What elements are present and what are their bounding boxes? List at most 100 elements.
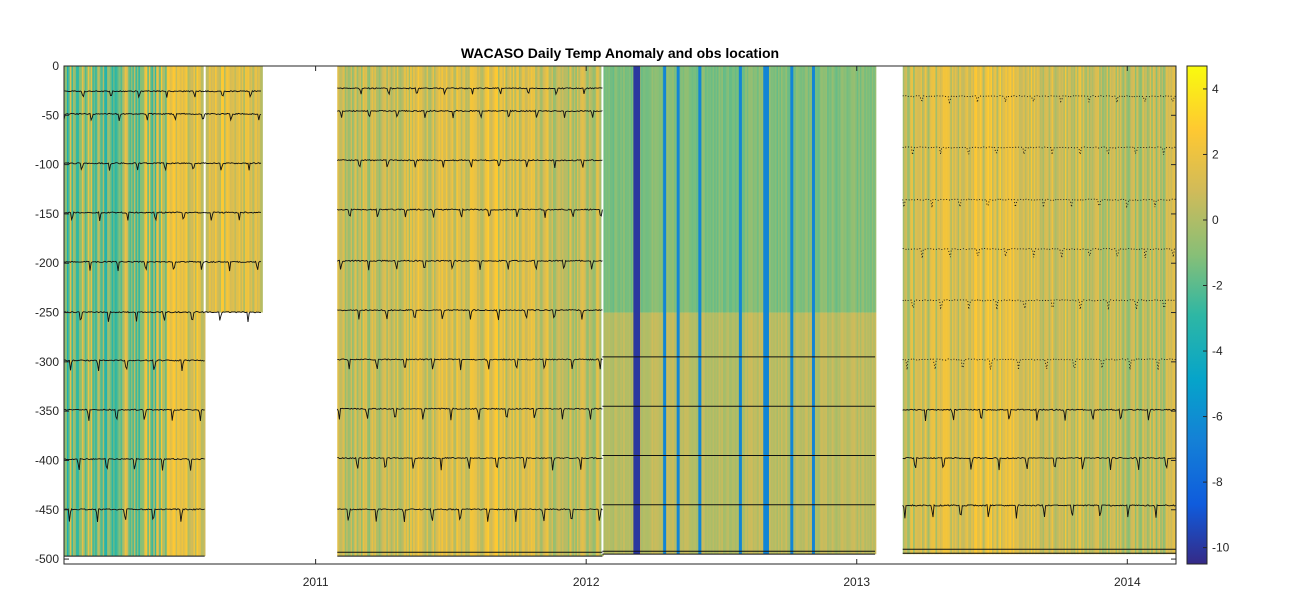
heatmap-column bbox=[527, 66, 530, 557]
heatmap-column bbox=[769, 66, 772, 555]
heatmap-column bbox=[542, 66, 545, 557]
heatmap-column bbox=[132, 66, 135, 557]
heatmap-column bbox=[810, 66, 813, 555]
heatmap-column bbox=[1128, 66, 1132, 555]
heatmap-column bbox=[827, 66, 830, 555]
heatmap-column bbox=[696, 66, 699, 555]
heatmap-column bbox=[1033, 66, 1036, 555]
heatmap-column bbox=[780, 66, 784, 555]
heatmap-column bbox=[240, 66, 243, 313]
heatmap-column bbox=[1006, 66, 1009, 555]
heatmap-column bbox=[1096, 66, 1099, 555]
heatmap-column bbox=[1081, 66, 1084, 555]
heatmap-column bbox=[1045, 66, 1048, 555]
heatmap-column bbox=[730, 66, 733, 555]
heatmap-column bbox=[204, 66, 207, 313]
heatmap-column bbox=[1038, 66, 1041, 555]
heatmap-column bbox=[651, 66, 654, 555]
heatmap-column bbox=[1011, 66, 1014, 555]
heatmap-column bbox=[560, 66, 563, 557]
heatmap-column bbox=[417, 66, 420, 557]
obs-trace bbox=[64, 359, 205, 372]
heatmap-column bbox=[81, 66, 84, 557]
heatmap-column bbox=[95, 66, 98, 557]
heatmap-column bbox=[966, 66, 969, 555]
heatmap-column bbox=[770, 66, 773, 555]
heatmap-column bbox=[517, 66, 520, 557]
heatmap-column bbox=[463, 66, 466, 557]
heatmap-column bbox=[1050, 66, 1053, 555]
heatmap-column bbox=[650, 66, 653, 555]
heatmap-column bbox=[594, 66, 597, 557]
heatmap-column bbox=[172, 66, 175, 557]
heatmap-column bbox=[841, 66, 845, 555]
heatmap-column bbox=[383, 66, 386, 557]
heatmap-column bbox=[396, 66, 399, 557]
heatmap-column bbox=[469, 66, 472, 557]
heatmap-column bbox=[1005, 66, 1008, 555]
heatmap-column bbox=[447, 66, 450, 557]
heatmap-column bbox=[259, 66, 262, 313]
heatmap-column bbox=[647, 66, 650, 555]
heatmap-column bbox=[160, 66, 163, 557]
heatmap-column bbox=[181, 66, 184, 557]
heatmap-column bbox=[462, 66, 465, 557]
heatmap-column bbox=[1108, 66, 1111, 555]
heatmap-column bbox=[783, 66, 787, 555]
heatmap-column bbox=[837, 66, 840, 555]
heatmap-column bbox=[960, 66, 963, 555]
heatmap-column bbox=[563, 66, 566, 557]
heatmap-column bbox=[804, 66, 807, 555]
cold-event-stripe bbox=[633, 66, 638, 555]
heatmap-column bbox=[157, 66, 160, 557]
heatmap-column bbox=[72, 66, 76, 557]
heatmap-column bbox=[414, 66, 417, 557]
heatmap-column bbox=[355, 66, 358, 557]
heatmap-column bbox=[997, 66, 1001, 555]
heatmap-column bbox=[1099, 66, 1102, 555]
heatmap-column bbox=[951, 66, 954, 555]
heatmap-column bbox=[117, 66, 120, 557]
heatmap-column bbox=[1115, 66, 1118, 555]
heatmap-column bbox=[502, 66, 505, 557]
heatmap-column bbox=[521, 66, 524, 557]
plot-axes-box bbox=[63, 65, 1177, 565]
heatmap-column bbox=[694, 66, 697, 555]
obs-trace bbox=[902, 456, 1176, 471]
heatmap-column bbox=[490, 66, 493, 557]
heatmap-column bbox=[255, 66, 258, 313]
heatmap-column bbox=[1114, 66, 1117, 555]
heatmap-column bbox=[422, 66, 425, 557]
heatmap-column bbox=[821, 66, 824, 555]
heatmap-column bbox=[645, 66, 648, 555]
heatmap-column bbox=[658, 66, 662, 555]
heatmap-column bbox=[69, 66, 73, 557]
y-tick-label: -250 bbox=[35, 306, 59, 320]
heatmap-column bbox=[130, 66, 134, 557]
heatmap-column bbox=[256, 66, 259, 313]
heatmap-column bbox=[669, 66, 672, 555]
heatmap-column bbox=[151, 66, 154, 557]
heatmap-column bbox=[596, 66, 599, 557]
heatmap-column bbox=[1027, 66, 1030, 555]
heatmap-column bbox=[1064, 66, 1068, 555]
heatmap-column bbox=[690, 66, 693, 555]
obs-trace bbox=[204, 311, 262, 323]
heatmap-column bbox=[162, 66, 165, 557]
heatmap-column bbox=[445, 66, 448, 557]
heatmap-column bbox=[807, 66, 810, 555]
heatmap-column bbox=[715, 66, 718, 555]
heatmap-column bbox=[1106, 66, 1109, 555]
obs-trace bbox=[64, 90, 205, 99]
heatmap-column bbox=[65, 66, 68, 557]
heatmap-column bbox=[544, 66, 547, 557]
heatmap-column bbox=[210, 66, 213, 313]
heatmap-column bbox=[486, 66, 489, 557]
heatmap-column bbox=[1149, 66, 1152, 555]
heatmap-column bbox=[1069, 66, 1072, 555]
heatmap-column bbox=[481, 66, 484, 557]
heatmap-column bbox=[794, 66, 797, 555]
heatmap-column bbox=[86, 66, 89, 557]
heatmap-column bbox=[142, 66, 145, 557]
heatmap-column bbox=[104, 66, 107, 557]
